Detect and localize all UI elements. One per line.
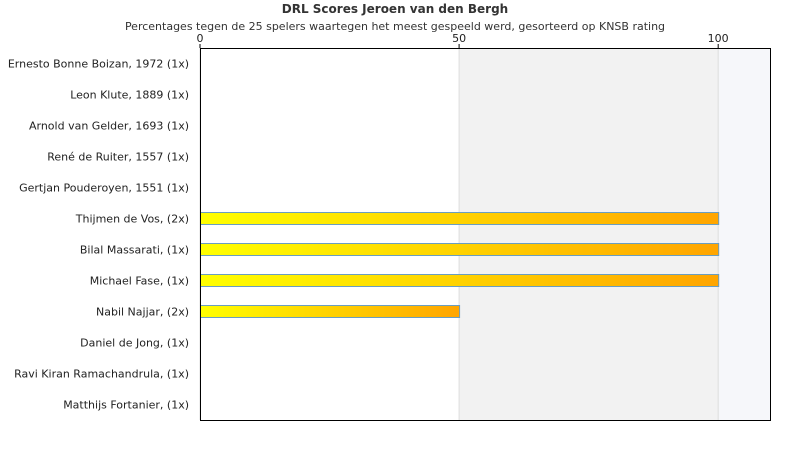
category-label: Ernesto Bonne Boizan, 1972 (1x): [8, 58, 189, 71]
plot-band-100-plus: [718, 48, 770, 420]
x-tick-label: 0: [197, 32, 204, 45]
category-label: Bilal Massarati, (1x): [80, 244, 189, 257]
category-label: Arnold van Gelder, 1693 (1x): [29, 120, 189, 133]
chart-subtitle: Percentages tegen de 25 spelers waartege…: [124, 20, 666, 33]
category-label: Leon Klute, 1889 (1x): [70, 89, 189, 102]
bar: [200, 274, 720, 287]
category-label: Matthijs Fortanier, (1x): [63, 399, 189, 412]
category-label: René de Ruiter, 1557 (1x): [47, 151, 189, 164]
chart-title: DRL Scores Jeroen van den Bergh: [281, 2, 509, 16]
category-label: Thijmen de Vos, (2x): [75, 213, 189, 226]
category-label: Ravi Kiran Ramachandrula, (1x): [14, 368, 189, 381]
category-label: Daniel de Jong, (1x): [80, 337, 189, 350]
bar: [200, 212, 720, 225]
category-label: Gertjan Pouderoyen, 1551 (1x): [19, 182, 189, 195]
category-label: Michael Fase, (1x): [90, 275, 189, 288]
x-tick-label: 50: [452, 32, 466, 45]
bar: [200, 305, 461, 318]
category-label: Nabil Najjar, (2x): [96, 306, 189, 319]
bar: [200, 243, 720, 256]
x-tick-label: 100: [708, 32, 729, 45]
plot-band-50-100: [459, 48, 719, 420]
plot-frame: [200, 48, 771, 421]
